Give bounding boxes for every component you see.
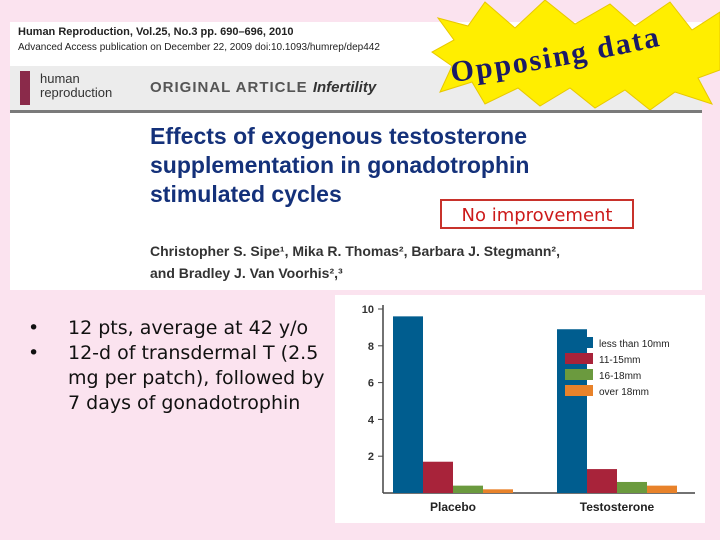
y-tick-label: 8	[368, 341, 374, 353]
no-improvement-badge: No improvement	[440, 199, 634, 229]
bullet-dot-icon: •	[28, 342, 40, 364]
bar-testosterone-2	[617, 481, 647, 493]
journal-band: human reproduction ORIGINAL ARTICLE Infe…	[10, 66, 702, 113]
journal-logo-line1: human	[40, 71, 80, 86]
legend-label: 11-15mm	[599, 355, 641, 366]
x-tick-label: Placebo	[430, 500, 476, 514]
journal-citation: Human Reproduction, Vol.25, No.3 pp. 690…	[18, 26, 294, 38]
bar-testosterone-1	[587, 469, 617, 493]
bullet-list: • 12 pts, average at 42 y/o • 12-d of tr…	[28, 316, 328, 416]
starburst-callout	[431, 0, 720, 110]
title-line-2: supplementation in gonadotrophin	[150, 152, 530, 178]
svg-text:Opposing data: Opposing data	[449, 30, 664, 89]
bar-placebo-2	[453, 485, 483, 493]
y-tick-label: 10	[362, 304, 374, 316]
title-line-1: Effects of exogenous testosterone	[150, 123, 528, 149]
article-subtype: Infertility	[312, 79, 377, 96]
starburst-shape	[431, 0, 720, 110]
x-tick-label: Testosterone	[580, 500, 655, 514]
bar-testosterone-3	[647, 485, 677, 493]
journal-logo: human reproduction	[40, 72, 112, 100]
authors-line-2: and Bradley J. Van Voorhis²,³	[150, 265, 343, 281]
legend-swatch	[565, 337, 593, 348]
legend-swatch	[565, 385, 593, 396]
legend-swatch	[565, 369, 593, 380]
bar-placebo-0	[393, 316, 423, 493]
bullet-item: • 12 pts, average at 42 y/o	[28, 316, 328, 341]
y-tick-label: 4	[368, 414, 375, 426]
y-tick-label: 2	[368, 451, 374, 463]
journal-logo-mark	[20, 71, 30, 105]
legend-label: over 18mm	[599, 387, 649, 398]
opposing-data-label: Opposing data	[449, 30, 664, 89]
article-authors: Christopher S. Sipe¹, Mika R. Thomas², B…	[150, 240, 700, 284]
article-type-label: ORIGINAL ARTICLE	[150, 79, 308, 96]
journal-logo-line2: reproduction	[40, 85, 113, 100]
bar-placebo-3	[483, 489, 513, 493]
opposing-data-text: Opposing data	[449, 30, 662, 89]
bullet-item: • 12-d of transdermal T (2.5 mg per patc…	[28, 341, 328, 416]
bullet-dot-icon: •	[28, 317, 40, 339]
y-tick-label: 6	[368, 378, 374, 390]
article-title: Effects of exogenous testosterone supple…	[150, 122, 700, 209]
authors-line-1: Christopher S. Sipe¹, Mika R. Thomas², B…	[150, 243, 560, 259]
chart-svg: 2 4 6 8 10 Placebo Testosterone less than 10mm 1…	[362, 304, 695, 514]
article-type: ORIGINAL ARTICLE Infertility	[150, 79, 376, 96]
bullet-text: 12-d of transdermal T (2.5 mg per patch)…	[68, 342, 325, 414]
legend-label: 16-18mm	[599, 371, 641, 382]
advance-access-line: Advanced Access publication on December …	[18, 42, 380, 53]
title-line-3: stimulated cycles	[150, 181, 342, 207]
legend-swatch	[565, 353, 593, 364]
follicle-size-bar-chart: 2 4 6 8 10 Placebo Testosterone less than 10mm 1…	[335, 295, 705, 523]
bar-placebo-1	[423, 461, 453, 493]
bullet-text: 12 pts, average at 42 y/o	[68, 317, 309, 339]
legend-label: less than 10mm	[599, 339, 670, 350]
